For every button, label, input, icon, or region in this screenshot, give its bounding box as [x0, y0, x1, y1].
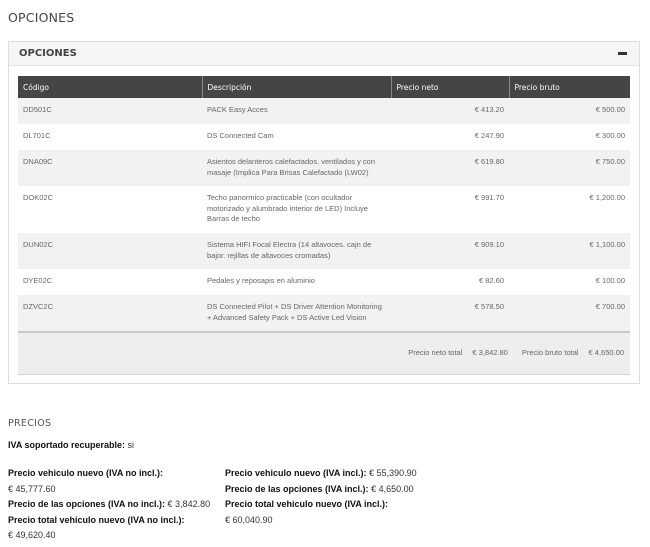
page-title: OPCIONES [8, 10, 75, 25]
option-code: DZVC2C [18, 295, 202, 332]
option-description: DS Connected Cam [202, 124, 391, 150]
price-label: Precio de las opciones (IVA incl.): [225, 483, 369, 494]
price-label: Precio vehiculo nuevo (IVA incl.): [225, 468, 367, 478]
table-row: DZVC2C DS Connected Pilot + DS Driver Att… [18, 295, 630, 332]
option-code: DD501C [18, 98, 202, 124]
bruto-total-label: Precio bruto total [521, 348, 579, 357]
iva-value: si [127, 440, 135, 450]
table-row: DYE02C Pedales y reposapis en aluminio € 8… [18, 269, 630, 295]
price-label: Precio total vehiculo nuevo (IVA incl.): [225, 499, 389, 509]
price-label: Precio de las opciones (IVA no incl.): [8, 499, 166, 509]
option-code: DYE02C [18, 269, 202, 295]
col-header-precio-bruto[interactable]: Precio bruto [509, 76, 630, 98]
option-description: Techo panormico practicable (con ocultad… [202, 186, 391, 233]
panel-title: OPCIONES [19, 48, 77, 59]
col-header-codigo[interactable]: Código [18, 76, 203, 98]
neto-total: € 3,842.80 [472, 348, 508, 357]
price-neto: € 991.70 [391, 186, 509, 233]
option-description: DS Connected Pilot + DS Driver Attention… [202, 295, 391, 332]
precios-right: Precio vehiculo nuevo (IVA incl.): € 55,… [225, 466, 445, 528]
price-bruto: € 750.00 [509, 150, 630, 186]
option-description: PACK Easy Acces [202, 98, 391, 124]
price-bruto: € 100.00 [509, 269, 630, 295]
table-footer: Precio neto total € 3,842.80 Precio bruto … [18, 331, 630, 375]
precios-left: Precio vehiculo nuevo (IVA no incl.): € … [8, 466, 223, 544]
col-header-descripcion[interactable]: Descripción [202, 76, 392, 98]
iva-label: IVA soportado recuperable: [8, 440, 126, 450]
price-neto: € 578.50 [391, 295, 509, 332]
price-value: € 45,777.60 [8, 483, 56, 494]
table-row: DL701C DS Connected Cam € 247.90 € 300.00 [18, 124, 630, 150]
option-code: DNA09C [18, 150, 202, 186]
price-neto: € 909.10 [391, 233, 509, 269]
options-panel: OPCIONES Código Descripción Precio neto … [8, 41, 640, 384]
price-neto: € 619.80 [391, 150, 509, 186]
price-value: € 49,620.40 [8, 530, 56, 540]
price-label: Precio vehiculo nuevo (IVA no incl.): [8, 468, 164, 478]
minus-icon[interactable] [618, 52, 627, 55]
price-bruto: € 700.00 [509, 295, 630, 332]
price-neto: € 82.60 [391, 269, 509, 295]
price-bruto: € 300.00 [509, 124, 630, 150]
price-neto: € 413.20 [391, 98, 509, 124]
col-header-precio-neto[interactable]: Precio neto [391, 76, 510, 98]
table-row: DNA09C Asientos delanteros calefactados. … [18, 150, 630, 186]
neto-total-label: Precio neto total [408, 348, 463, 357]
price-value: € 55,390.90 [369, 468, 417, 478]
option-description: Sistema HIFI Focal Electra (14 altavoces… [202, 233, 391, 269]
options-table: Código Descripción Precio neto Precio br… [18, 76, 630, 375]
precios-title: PRECIOS [8, 418, 52, 429]
price-label: Precio total vehiculo nuevo (IVA no incl… [8, 514, 185, 525]
price-bruto: € 500.00 [509, 98, 630, 124]
panel-header[interactable]: OPCIONES [9, 42, 639, 66]
price-bruto: € 1,200.00 [509, 186, 630, 233]
table-row: DD501C PACK Easy Acces € 413.20 € 500.00 [18, 98, 630, 124]
option-code: DOK02C [18, 186, 202, 233]
option-description: Asientos delanteros calefactados. ventil… [202, 150, 391, 186]
price-value: € 60,040.90 [225, 514, 273, 525]
price-bruto: € 1,100.00 [509, 233, 630, 269]
price-value: € 4,650.00 [371, 483, 414, 494]
bruto-total: € 4,650.00 [588, 348, 624, 357]
table-row: DOK02C Techo panormico practicable (con o… [18, 186, 630, 233]
price-value: € 3,842.80 [167, 499, 211, 509]
option-code: DL701C [18, 124, 202, 150]
iva-line: IVA soportado recuperable: si [8, 438, 134, 454]
option-code: DUN02C [18, 233, 202, 269]
price-neto: € 247.90 [391, 124, 509, 150]
option-description: Pedales y reposapis en aluminio [202, 269, 391, 295]
table-row: DUN02C Sistema HIFI Focal Electra (14 alt… [18, 233, 630, 269]
